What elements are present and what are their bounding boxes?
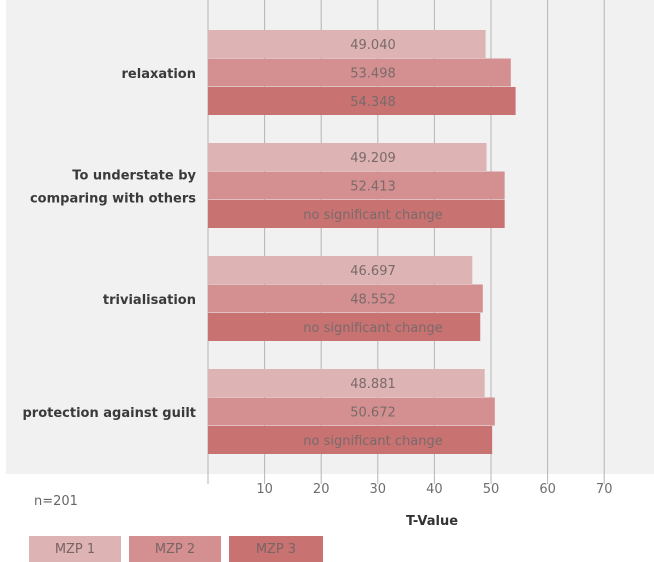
x-tick-label-20: 20	[313, 482, 330, 497]
bar-value-label-1-4: 48.881	[350, 377, 396, 392]
bar-value-label-1-1: 49.040	[350, 38, 396, 53]
x-tick-label-60: 60	[539, 482, 556, 497]
bar-value-label-3-1: 54.348	[350, 95, 396, 110]
category-label-2-line-2: comparing with others	[30, 191, 196, 206]
bar-2-1	[208, 58, 511, 87]
bar-value-label-2-4: 50.672	[350, 406, 396, 421]
bar-2-3	[208, 284, 483, 313]
bar-2-2	[208, 171, 505, 200]
legend-label-mzp2: MZP 2	[154, 541, 196, 557]
x-tick-label-10: 10	[256, 482, 273, 497]
legend-item-mzp3: MZP 3	[229, 536, 323, 562]
bar-value-label-3-3: no significant change	[303, 321, 442, 336]
bar-1-2	[208, 143, 487, 171]
bar-3-1	[208, 87, 516, 115]
x-tick-label-30: 30	[370, 482, 387, 497]
bar-value-label-1-2: 49.209	[350, 151, 396, 166]
bar-1-3	[208, 256, 473, 284]
bar-value-label-2-3: 48.552	[350, 293, 396, 308]
bar-value-label-3-4: no significant change	[303, 434, 442, 449]
bar-3-3	[208, 313, 481, 341]
bar-1-1	[208, 30, 486, 58]
bar-2-4	[208, 397, 495, 426]
bar-1-4	[208, 369, 485, 397]
bar-value-label-3-2: no significant change	[303, 208, 442, 223]
x-axis-title: T-Value	[406, 514, 458, 529]
bar-value-label-2-1: 53.498	[350, 67, 396, 82]
bar-value-label-2-2: 52.413	[350, 180, 396, 195]
x-tick-label-40: 40	[426, 482, 443, 497]
x-tick-label-50: 50	[483, 482, 500, 497]
legend-label-mzp1: MZP 1	[54, 541, 96, 557]
category-label-3: trivialisation	[103, 293, 196, 308]
legend-item-mzp2: MZP 2	[129, 536, 221, 562]
bar-3-2	[208, 200, 505, 228]
category-label-1: relaxation	[122, 67, 196, 82]
sample-size-note: n=201	[34, 494, 78, 509]
category-label-4: protection against guilt	[23, 406, 197, 421]
x-tick-label-70: 70	[596, 482, 613, 497]
bar-3-4	[208, 426, 493, 454]
bar-value-label-1-3: 46.697	[350, 264, 396, 279]
legend-label-mzp3: MZP 3	[255, 541, 297, 557]
legend-item-mzp1: MZP 1	[29, 536, 121, 562]
category-label-2-line-1: To understate by	[72, 168, 196, 183]
